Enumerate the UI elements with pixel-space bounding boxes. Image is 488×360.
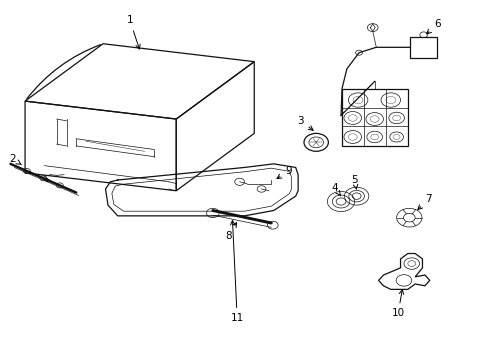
- Text: 1: 1: [126, 15, 140, 49]
- Text: 11: 11: [230, 220, 244, 323]
- Text: 4: 4: [331, 183, 340, 196]
- Text: 2: 2: [10, 154, 21, 165]
- Text: 3: 3: [297, 116, 312, 130]
- Text: 5: 5: [351, 175, 357, 189]
- Text: 8: 8: [224, 223, 236, 240]
- Text: 7: 7: [417, 194, 431, 210]
- Text: 9: 9: [276, 166, 291, 179]
- Text: 6: 6: [426, 19, 440, 34]
- Text: 10: 10: [391, 289, 404, 318]
